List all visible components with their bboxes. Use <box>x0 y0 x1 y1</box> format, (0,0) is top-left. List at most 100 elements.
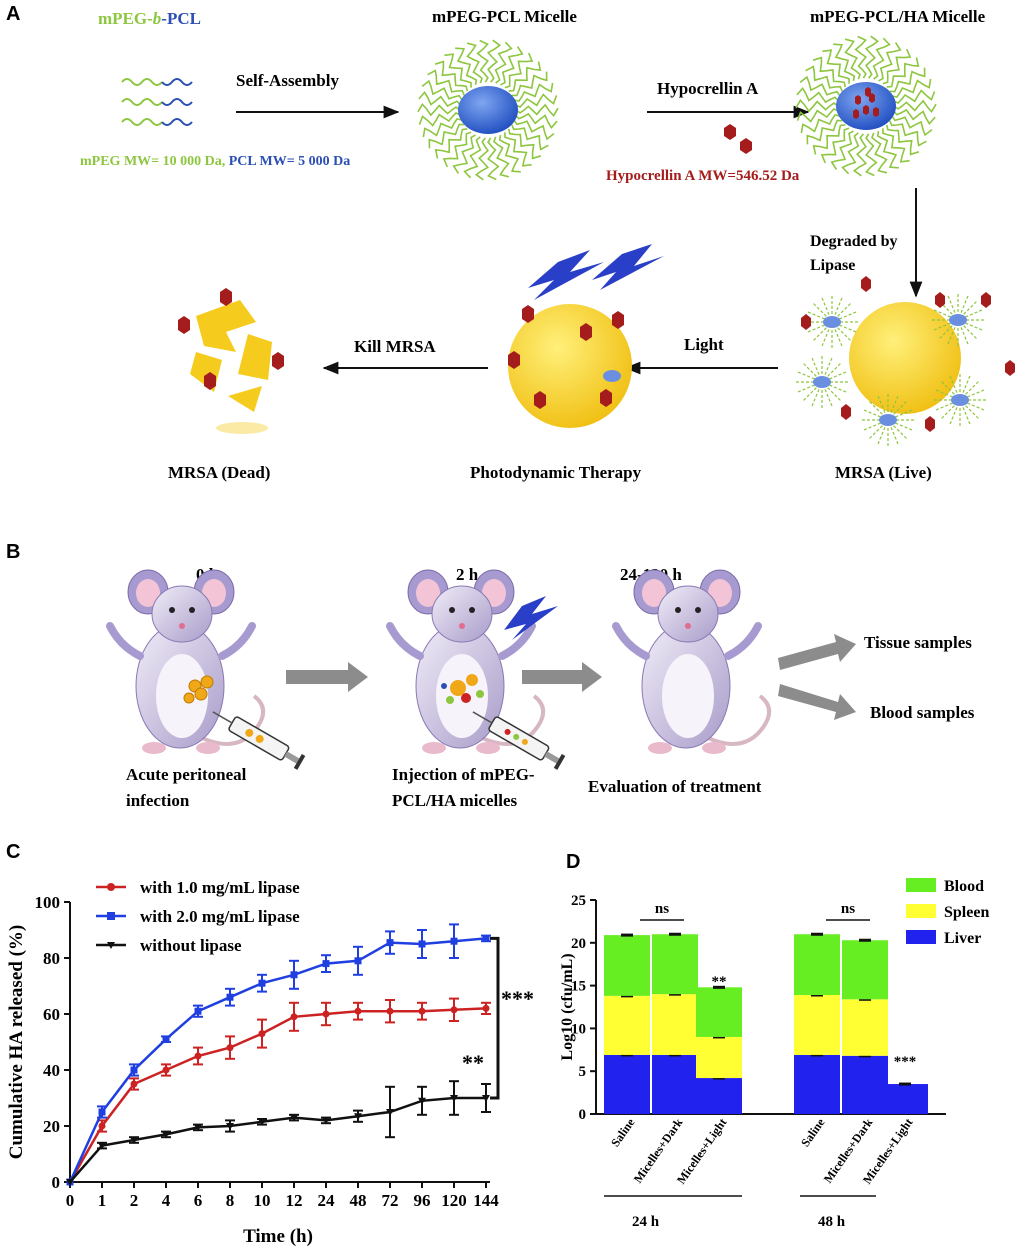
small-micelle-core <box>879 414 897 426</box>
peg-chain <box>963 301 977 315</box>
mw-peg-text: mPEG MW= 10 000 Da, <box>80 154 229 169</box>
peg-chain <box>837 327 851 341</box>
peg-chain <box>513 119 555 141</box>
ha-molecule <box>801 314 811 330</box>
peg-chain <box>960 295 969 313</box>
hypocrellin-molecule-icon <box>724 124 752 154</box>
small-micelle <box>862 394 914 446</box>
data-point <box>66 1179 74 1186</box>
peg-chain <box>965 405 979 419</box>
peg-chain <box>865 133 878 177</box>
mouse-belly <box>662 654 714 738</box>
data-point <box>386 1007 394 1015</box>
ha-molecule <box>1005 360 1015 376</box>
peg-chain <box>886 57 920 88</box>
mouse-eye <box>169 607 175 613</box>
data-point <box>354 1007 362 1015</box>
peg-chain <box>805 65 843 92</box>
peg-chain <box>863 409 881 418</box>
legend-label: Blood <box>944 878 984 895</box>
peg-chain <box>839 324 857 333</box>
mouse-arm <box>724 622 762 660</box>
significance-label: *** <box>894 1054 917 1070</box>
data-point <box>162 1131 170 1139</box>
peg-chain <box>963 325 977 339</box>
x-axis-label: Time (h) <box>243 1226 313 1247</box>
peg-chain <box>803 387 817 401</box>
peg-chain <box>812 56 847 88</box>
peg-chain <box>827 387 841 401</box>
mouse-eye <box>189 607 195 613</box>
legend-marker <box>107 942 115 949</box>
peg-chain <box>891 115 933 137</box>
peg-chain <box>854 35 867 79</box>
bar-segment-blood <box>652 934 698 995</box>
group-label: 48 h <box>818 1214 846 1230</box>
light-label: Light <box>684 335 724 354</box>
peg-chain <box>877 395 886 413</box>
data-point <box>98 1122 106 1130</box>
bar-segment-liver <box>652 1054 698 1114</box>
mouse-arm <box>498 622 536 660</box>
y-tick-label: 80 <box>43 949 60 968</box>
peg-chain <box>796 86 840 104</box>
infection-caption-line2: infection <box>126 791 190 810</box>
ns-label: ns <box>841 901 855 917</box>
bar-segment-blood <box>604 935 650 996</box>
peg-chain <box>514 112 558 130</box>
mouse-eye <box>469 607 475 613</box>
bar-segment-liver <box>842 1055 888 1114</box>
data-point <box>354 1113 362 1121</box>
y-tick-label: 60 <box>43 1005 60 1024</box>
small-micelle <box>934 374 986 426</box>
blood-arrow <box>778 684 856 720</box>
ha-molecule <box>853 109 859 119</box>
time-label-2h: 2 h <box>456 565 479 584</box>
y-tick-label: 25 <box>571 893 586 909</box>
ha-molecule <box>508 351 520 369</box>
peg-chain <box>890 395 899 413</box>
peg-chain <box>893 425 907 439</box>
peg-chain <box>834 297 843 315</box>
peg-chain <box>827 363 841 377</box>
peg-chain <box>797 371 815 380</box>
series-line <box>68 1007 487 1183</box>
bar-segment-liver <box>882 1084 928 1114</box>
legend-label: with 1.0 mg/mL lipase <box>140 878 300 897</box>
mouse-foot <box>142 742 166 754</box>
x-tick-label: 144 <box>473 1191 499 1210</box>
data-point <box>194 1007 202 1015</box>
data-point <box>354 957 362 965</box>
ha-molecule <box>861 276 871 292</box>
peg-chain <box>829 371 847 380</box>
peg-chain <box>427 69 465 96</box>
y-tick-label: 40 <box>43 1061 60 1080</box>
micelle-title: mPEG-PCL Micelle <box>432 7 577 26</box>
peg-chain <box>797 384 815 393</box>
mouse-arm <box>612 622 650 660</box>
peg-chain <box>941 381 955 395</box>
peg-chain <box>812 124 846 155</box>
peg-chain <box>933 309 951 318</box>
degraded-label-line2: Lipase <box>810 257 855 274</box>
mouse-arm <box>386 622 424 660</box>
peg-chain <box>494 41 513 84</box>
loaded-micelle-title: mPEG-PCL/HA Micelle <box>810 7 986 26</box>
peg-chain <box>820 127 850 164</box>
copolymer-peg-text: mPEG- <box>98 9 153 28</box>
peg-chain <box>893 89 936 104</box>
peg-chain <box>428 123 465 149</box>
series-0: with 1.0 mg/mL lipase <box>66 878 491 1186</box>
pdt-illustration <box>508 244 664 428</box>
hypocrellin-molecules-icon <box>508 305 624 409</box>
peg-chain <box>869 425 883 439</box>
panel-label-a: A <box>6 3 20 25</box>
series-2: without lipase <box>66 936 491 1186</box>
peg-chain <box>513 82 554 103</box>
peg-chain <box>871 132 888 174</box>
bar-segment-spleen <box>604 995 650 1055</box>
peg-chain <box>811 389 820 407</box>
peg-chain <box>508 61 542 92</box>
mouse-icon <box>612 569 772 754</box>
injection-caption-line2: PCL/HA micelles <box>392 791 518 810</box>
